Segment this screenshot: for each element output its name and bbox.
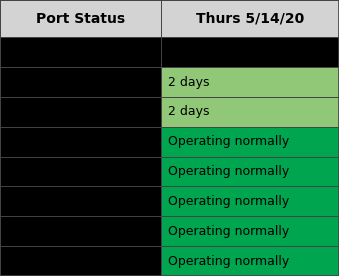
Text: 2 days: 2 days xyxy=(168,76,209,89)
Bar xyxy=(0,97,161,127)
Bar xyxy=(0,67,161,97)
Bar xyxy=(0,37,161,67)
Bar xyxy=(161,127,339,157)
Text: Operating normally: Operating normally xyxy=(168,195,289,208)
Text: Operating normally: Operating normally xyxy=(168,225,289,238)
Bar xyxy=(161,216,339,246)
Bar xyxy=(161,97,339,127)
Bar xyxy=(161,67,339,97)
Bar xyxy=(0,187,161,216)
Bar xyxy=(161,157,339,187)
Bar xyxy=(0,0,161,37)
Bar xyxy=(161,187,339,216)
Bar xyxy=(161,246,339,276)
Bar xyxy=(0,216,161,246)
Text: 2 days: 2 days xyxy=(168,105,209,118)
Text: Operating normally: Operating normally xyxy=(168,254,289,267)
Text: Operating normally: Operating normally xyxy=(168,165,289,178)
Text: Port Status: Port Status xyxy=(36,12,125,26)
Text: Thurs 5/14/20: Thurs 5/14/20 xyxy=(196,12,304,26)
Bar xyxy=(161,0,339,37)
Bar xyxy=(0,246,161,276)
Bar xyxy=(0,157,161,187)
Bar xyxy=(161,37,339,67)
Bar xyxy=(0,127,161,157)
Text: Operating normally: Operating normally xyxy=(168,135,289,148)
